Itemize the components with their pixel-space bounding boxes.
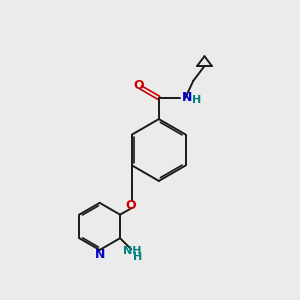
Text: O: O [133, 79, 143, 92]
Text: N: N [182, 92, 192, 104]
Text: H: H [192, 95, 201, 105]
Text: N: N [94, 248, 105, 261]
Text: NH: NH [123, 246, 142, 256]
Text: H: H [133, 252, 142, 262]
Text: O: O [126, 199, 136, 212]
